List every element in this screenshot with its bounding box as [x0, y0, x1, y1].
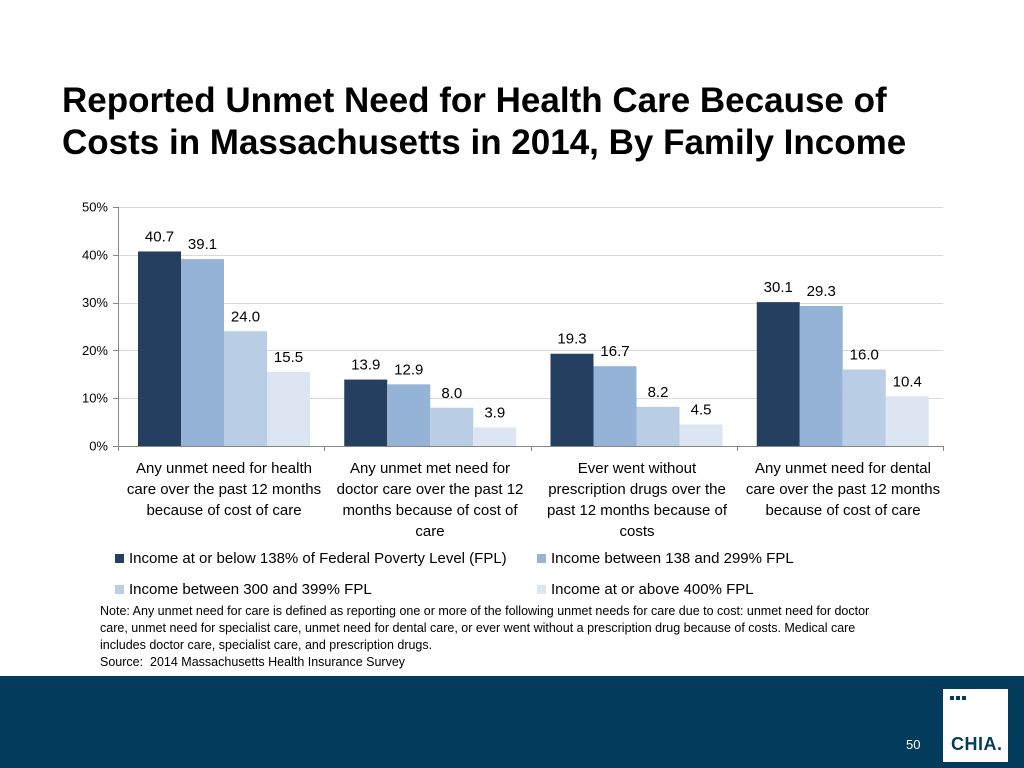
y-tick-label: 0% — [89, 439, 108, 454]
legend-label: Income between 138 and 299% FPL — [551, 550, 794, 567]
chart-bar — [138, 251, 181, 446]
chart-bar — [679, 424, 723, 446]
data-label: 12.9 — [394, 361, 423, 378]
legend-item: Income between 138 and 299% FPL — [537, 548, 794, 569]
chart-bar — [842, 369, 886, 446]
page-number: 50 — [906, 737, 921, 752]
note-line: Note: Any unmet need for care is defined… — [100, 604, 870, 618]
legend-item: Income at or above 400% FPL — [537, 579, 754, 600]
y-tick-label: 50% — [82, 200, 108, 215]
legend-swatch — [537, 554, 546, 563]
chart-bar — [430, 407, 474, 446]
legend-label: Income at or above 400% FPL — [551, 581, 754, 598]
bar-chart: 40.7 13.9 19.3 30.1 39.1 12.9 16.7 29.3 24.0 8.0 8… — [82, 200, 944, 454]
data-label: 13.9 — [351, 357, 380, 374]
y-tick-label: 10% — [82, 391, 108, 406]
logo-dot — [956, 696, 960, 700]
category-label: Any unmet need for health care over the … — [126, 460, 322, 519]
data-label: 39.1 — [188, 236, 217, 253]
y-tick-label: 20% — [82, 343, 108, 358]
data-label: 8.0 — [441, 385, 462, 402]
chia-logo: CHIA. — [943, 689, 1008, 762]
data-label: 19.3 — [557, 331, 586, 348]
chart-bar — [593, 366, 637, 446]
chart-bar — [181, 259, 224, 446]
data-label: 3.9 — [484, 404, 505, 421]
footer-band: 50 CHIA. — [0, 676, 1024, 768]
data-label: 29.3 — [807, 283, 836, 300]
legend-label: Income at or below 138% of Federal Pover… — [129, 550, 507, 567]
data-label: 30.1 — [764, 279, 793, 296]
legend-label: Income between 300 and 399% FPL — [129, 581, 372, 598]
legend-swatch — [115, 554, 124, 563]
slide-title: Reported Unmet Need for Health Care Beca… — [62, 81, 907, 162]
data-label: 16.0 — [850, 347, 879, 364]
data-label: 15.5 — [274, 349, 303, 366]
legend-swatch — [115, 585, 124, 594]
logo-dots-icon — [950, 696, 966, 700]
logo-dot — [950, 696, 954, 700]
legend-swatch — [537, 585, 546, 594]
logo-text: CHIA. — [951, 734, 1003, 754]
chart-bar — [756, 302, 800, 446]
note-line: includes doctor care, specialist care, a… — [100, 638, 433, 652]
data-label: 8.2 — [648, 384, 669, 401]
y-tick-label: 40% — [82, 247, 108, 262]
legend-item: Income between 300 and 399% FPL — [115, 579, 372, 600]
chart-bar — [885, 396, 929, 446]
data-label: 40.7 — [145, 228, 174, 245]
category-label: Any unmet need for dental care over the … — [745, 460, 941, 519]
chart-bar — [387, 384, 431, 446]
chart-bar — [473, 427, 517, 446]
category-label: Ever went without prescription drugs ove… — [546, 460, 728, 540]
category-label: Any unmet met need for doctor care over … — [336, 460, 524, 540]
chart-bar — [636, 406, 680, 446]
source-line: Source: 2014 Massachusetts Health Insura… — [100, 655, 406, 669]
data-label: 24.0 — [231, 308, 260, 325]
chart-bar — [224, 331, 267, 446]
chart-bar — [799, 305, 843, 446]
data-label: 16.7 — [600, 343, 629, 360]
notes-block: Note: Any unmet need for care is defined… — [100, 603, 869, 671]
logo-dot — [962, 696, 966, 700]
y-tick-label: 30% — [82, 295, 108, 310]
chart-bar — [550, 353, 594, 446]
legend-item: Income at or below 138% of Federal Pover… — [115, 548, 507, 569]
chart-bar — [344, 379, 388, 446]
chart-bar — [267, 371, 310, 446]
data-label: 10.4 — [893, 373, 922, 390]
note-line: care, unmet need for specialist care, un… — [100, 621, 856, 635]
data-label: 4.5 — [691, 401, 712, 418]
